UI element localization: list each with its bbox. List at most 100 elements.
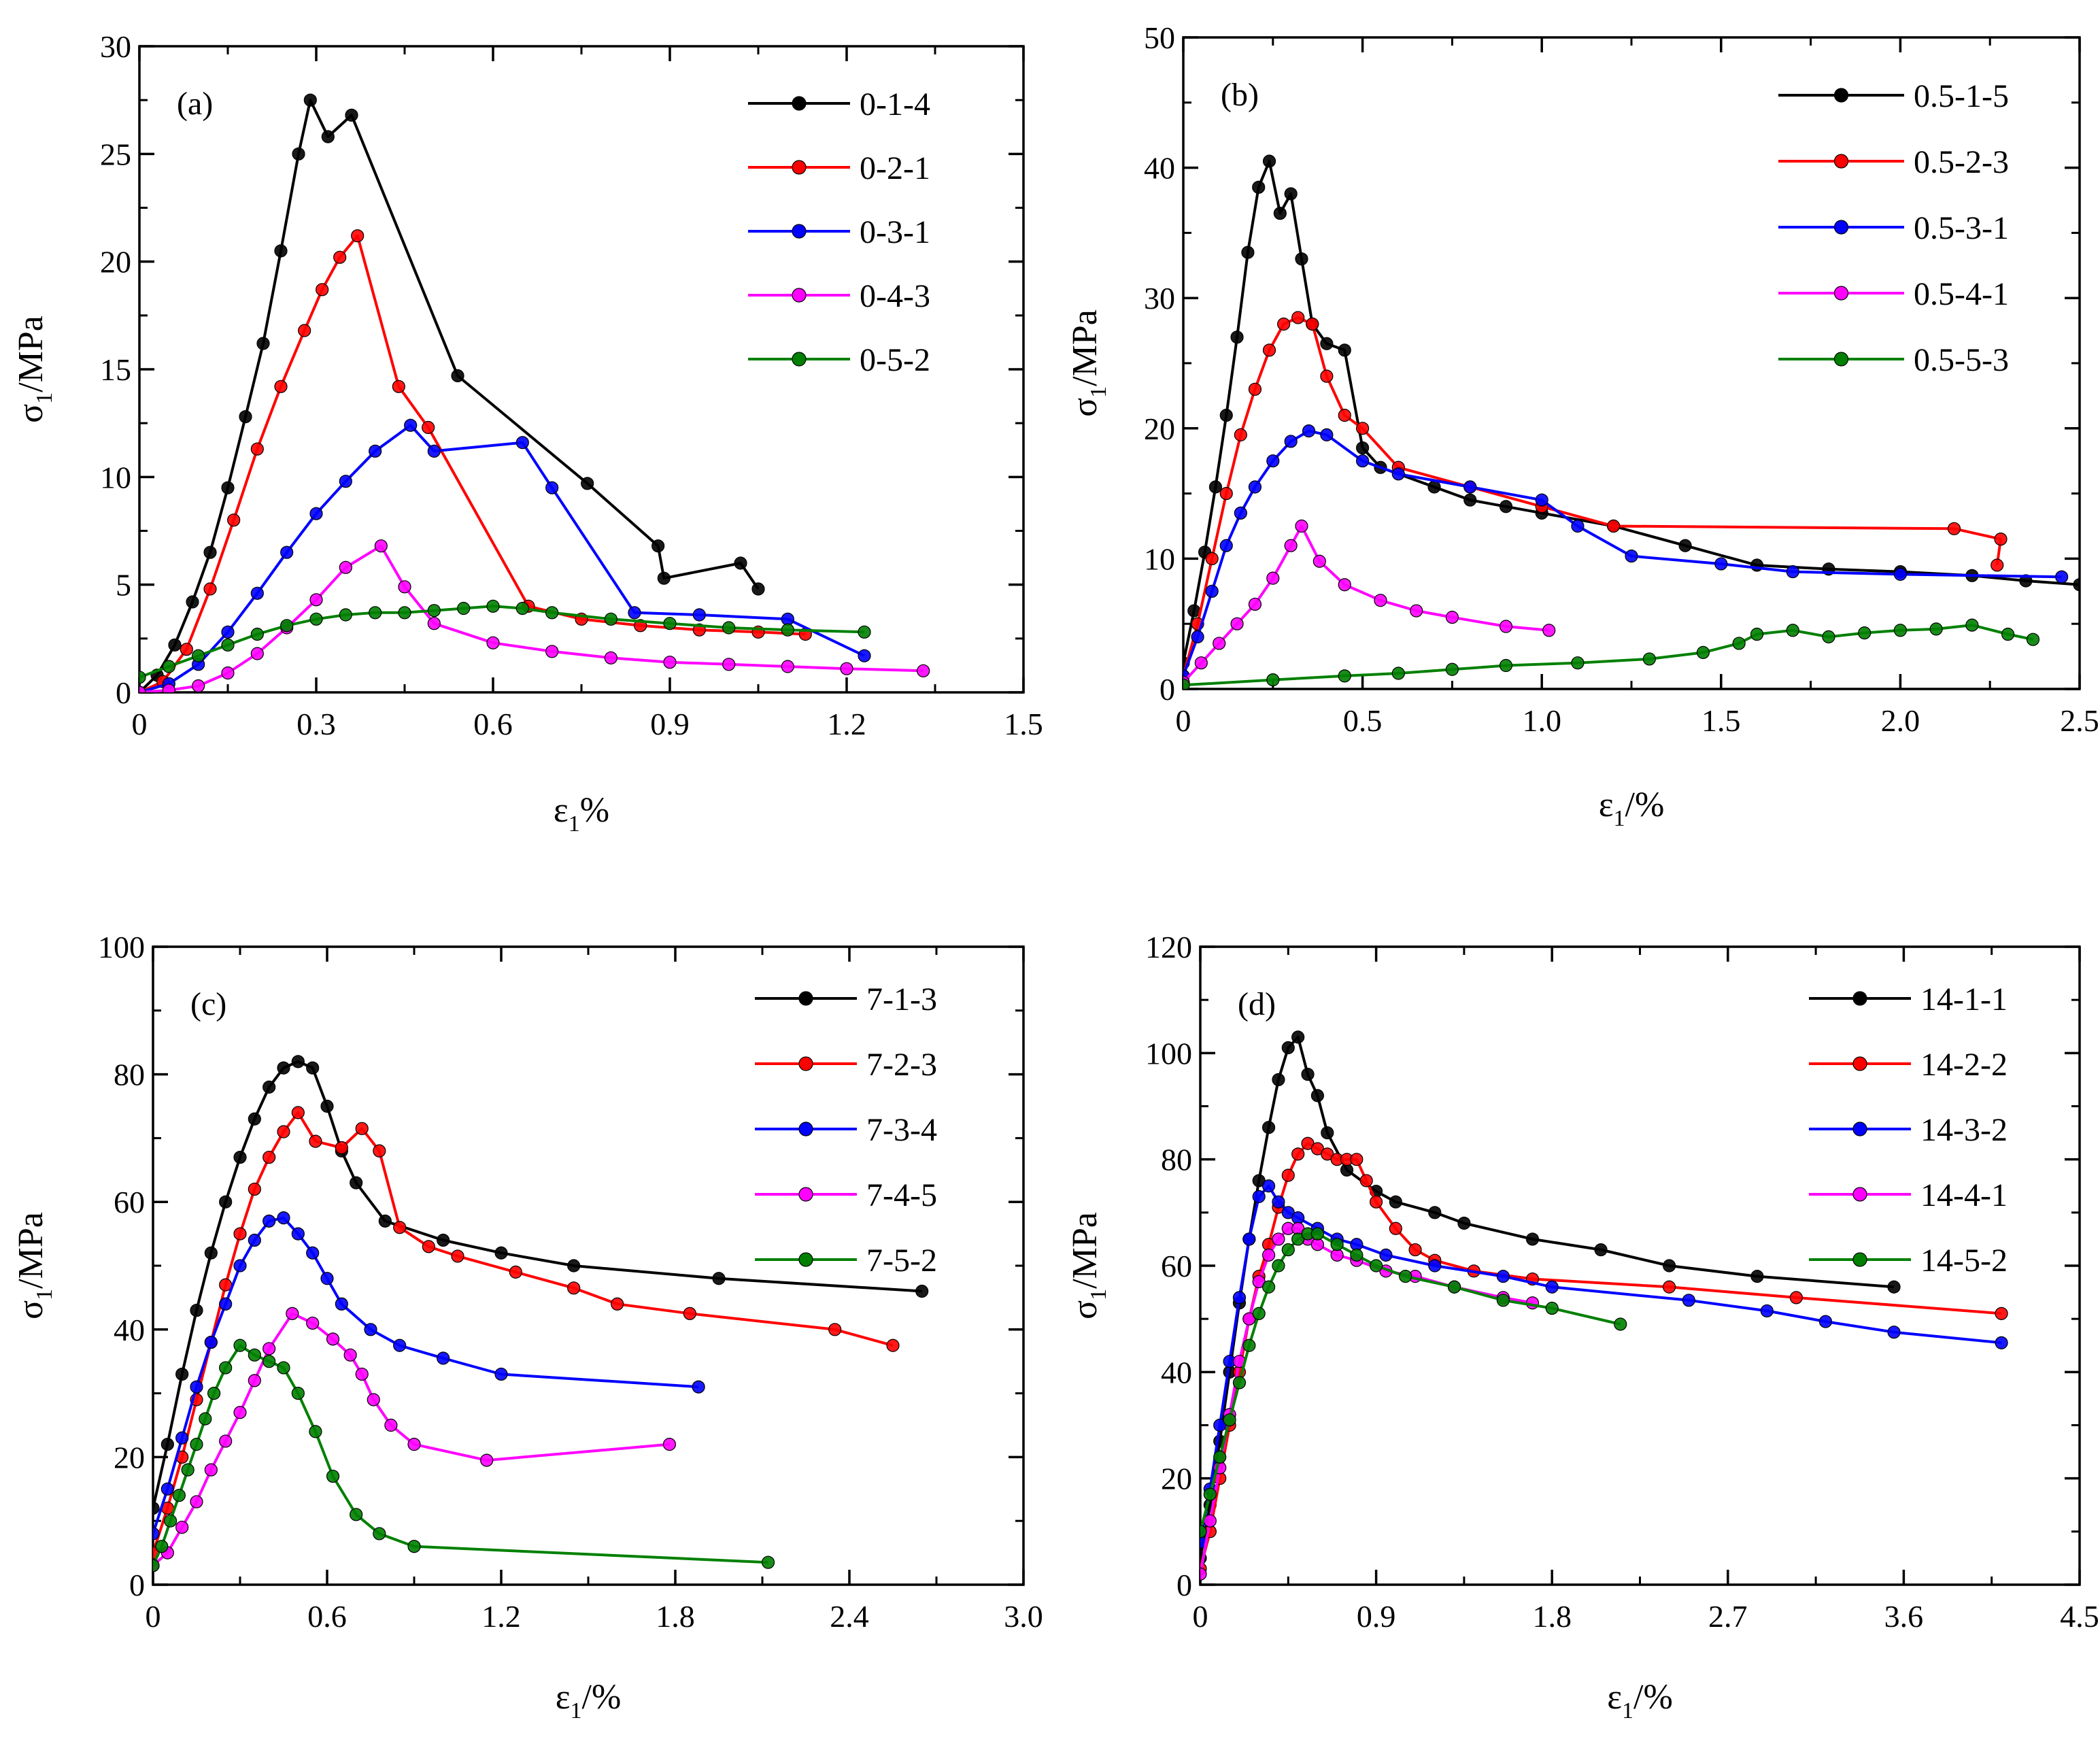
- legend-swatch-marker: [798, 1056, 813, 1071]
- data-point: [427, 617, 441, 630]
- y-tick-label: 20: [1161, 1462, 1192, 1496]
- series-0-1-4: [139, 93, 765, 692]
- legend-label: 0-4-3: [860, 278, 930, 314]
- series-0.5-4-1: [1183, 519, 1556, 689]
- series-group: [139, 93, 930, 692]
- data-point: [1374, 594, 1387, 607]
- data-point: [227, 513, 241, 527]
- legend-swatch-marker: [792, 96, 807, 111]
- data-point: [1281, 1243, 1295, 1257]
- data-point: [374, 539, 388, 553]
- data-point: [203, 545, 217, 559]
- data-point: [1295, 252, 1308, 266]
- x-tick-label: 0.6: [473, 707, 513, 741]
- data-point: [1232, 1376, 1247, 1389]
- data-point: [1995, 1336, 2008, 1349]
- data-point: [1893, 567, 1907, 581]
- y-axis-unit: /MPa: [12, 1212, 50, 1289]
- data-point: [1594, 1243, 1608, 1257]
- data-point: [1350, 1153, 1364, 1166]
- data-point: [153, 1559, 160, 1572]
- data-point: [604, 651, 617, 664]
- data-point: [1219, 409, 1233, 422]
- x-tick-label: 1.5: [1701, 703, 1741, 738]
- data-point: [180, 643, 193, 656]
- data-point: [1291, 1030, 1305, 1044]
- x-tick-label: 0.9: [650, 707, 690, 741]
- data-point: [277, 1361, 290, 1375]
- legend-swatch-marker: [792, 352, 807, 367]
- y-tick-label: 30: [100, 29, 131, 64]
- data-point: [494, 1367, 508, 1381]
- data-point: [1203, 1487, 1217, 1501]
- data-point: [1663, 1280, 1676, 1294]
- data-point: [858, 649, 871, 662]
- data-point: [1252, 1307, 1266, 1320]
- x-tick-label: 4.5: [2060, 1599, 2099, 1634]
- data-point: [239, 410, 252, 424]
- legend-swatch-marker: [792, 224, 807, 239]
- data-point: [248, 1233, 261, 1247]
- data-point: [2019, 574, 2033, 588]
- y-tick-label: 20: [100, 245, 131, 280]
- legend-label: 0.5-2-3: [1914, 144, 2009, 180]
- legend-label: 0.5-5-3: [1914, 342, 2009, 378]
- data-point: [1428, 1259, 1442, 1273]
- series-0.5-3-1: [1183, 424, 2069, 683]
- series-7-2-3: [153, 1106, 900, 1560]
- data-point: [286, 1307, 299, 1320]
- data-point: [192, 649, 205, 662]
- data-point: [1428, 1206, 1442, 1219]
- data-point: [309, 507, 323, 520]
- data-point: [339, 475, 352, 488]
- legend-item: 0.5-2-3: [1778, 144, 2009, 180]
- data-point: [262, 1080, 276, 1094]
- data-point: [840, 662, 853, 675]
- data-point: [1355, 422, 1370, 435]
- data-point: [1607, 519, 1621, 533]
- y-axis-title: σ1/MPa: [12, 1212, 57, 1319]
- data-point: [250, 627, 264, 641]
- data-point: [321, 130, 335, 144]
- legend-item: 7-2-3: [755, 1047, 937, 1083]
- series-0-2-1: [139, 229, 812, 692]
- legend-swatch-marker: [1833, 286, 1849, 301]
- data-point: [160, 1482, 174, 1496]
- data-point: [221, 638, 235, 652]
- data-point: [1266, 673, 1280, 687]
- data-point: [1262, 154, 1276, 168]
- data-point: [1266, 454, 1280, 468]
- data-point: [581, 477, 594, 490]
- data-point: [1991, 558, 2004, 572]
- y-axis-subscript: 1: [32, 1289, 57, 1300]
- data-point: [320, 1272, 334, 1285]
- legend-item: 14-2-2: [1809, 1047, 2008, 1083]
- data-point: [1427, 480, 1441, 494]
- data-point: [1252, 1190, 1266, 1203]
- data-point: [1321, 1126, 1334, 1140]
- data-point: [175, 1367, 189, 1381]
- x-tick-label: 1.2: [827, 707, 866, 741]
- y-tick-label: 10: [100, 460, 131, 494]
- data-point: [277, 1061, 290, 1075]
- y-tick-label: 0: [1159, 672, 1175, 707]
- data-point: [291, 1387, 305, 1400]
- series-line: [139, 234, 806, 692]
- data-point: [486, 599, 500, 613]
- data-point: [1208, 480, 1223, 494]
- data-point: [221, 625, 235, 639]
- data-point: [1929, 622, 1943, 636]
- x-axis-symbol: ε: [556, 1678, 571, 1717]
- data-point: [1750, 627, 1764, 641]
- data-point: [1525, 1296, 1540, 1310]
- data-point: [291, 1106, 305, 1119]
- data-point: [162, 684, 175, 692]
- data-point: [153, 1501, 160, 1515]
- legend-swatch-marker: [1852, 1187, 1867, 1202]
- data-point: [1281, 1168, 1295, 1182]
- data-point: [734, 556, 747, 570]
- data-point: [457, 601, 471, 616]
- legend-label: 7-5-2: [866, 1243, 937, 1279]
- data-point: [280, 545, 294, 559]
- data-point: [1261, 1280, 1276, 1294]
